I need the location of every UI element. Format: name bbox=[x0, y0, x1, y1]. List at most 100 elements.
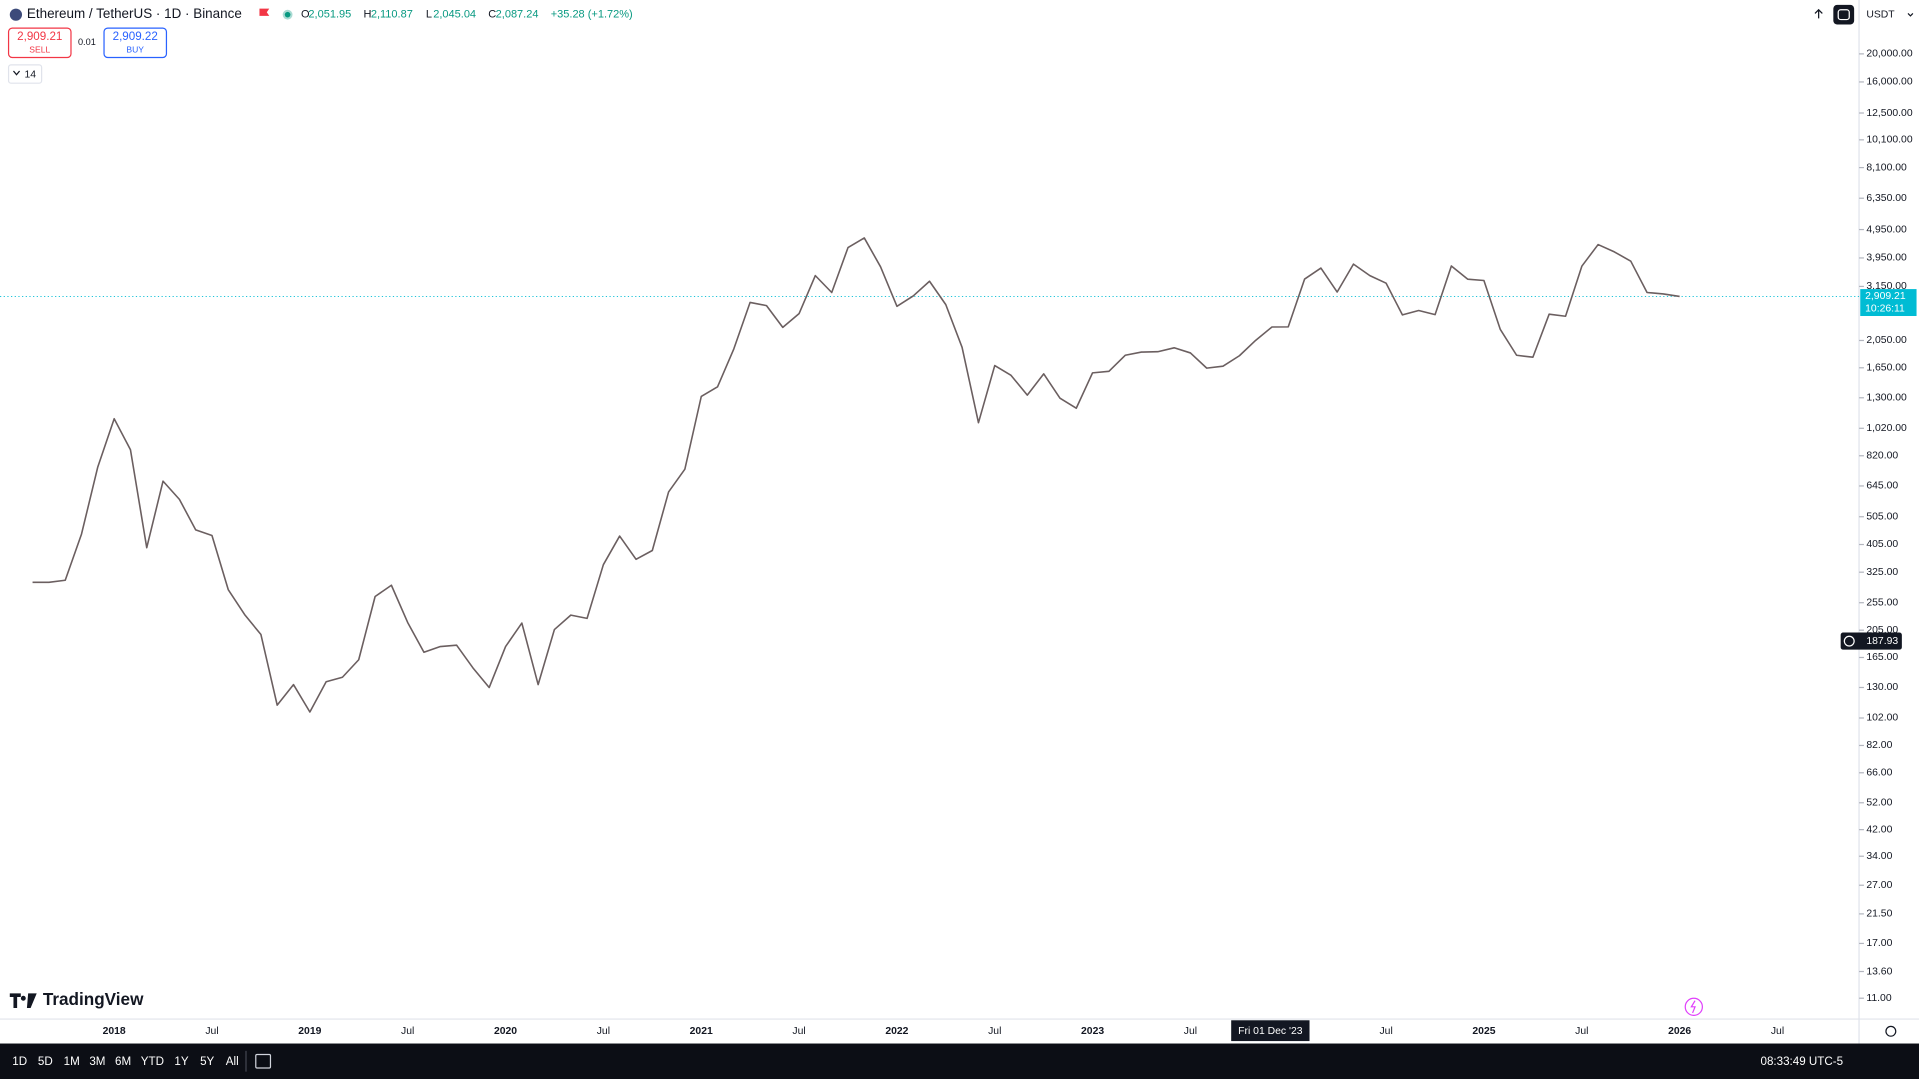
y-tick-label: 34.00 bbox=[1866, 851, 1892, 862]
y-tick-label: 165.00 bbox=[1866, 652, 1898, 663]
x-tick-label: 2021 bbox=[690, 1026, 713, 1037]
x-tick-label: 2026 bbox=[1668, 1026, 1691, 1037]
layout-button[interactable] bbox=[1833, 4, 1855, 25]
ohlc-key: O bbox=[301, 9, 310, 21]
range-button[interactable]: 1M bbox=[64, 1055, 80, 1068]
y-tick-label: 66.00 bbox=[1866, 768, 1892, 779]
y-tick-label: 1,650.00 bbox=[1866, 363, 1907, 374]
y-tick-label: 13.60 bbox=[1866, 966, 1892, 977]
y-tick-label: 505.00 bbox=[1866, 511, 1898, 522]
spark-icon bbox=[1690, 1000, 1696, 1014]
bottom-toolbar bbox=[0, 1043, 1919, 1079]
x-tick-label: Jul bbox=[792, 1026, 805, 1037]
chevron-icon bbox=[1907, 13, 1914, 17]
y-tick-label: 645.00 bbox=[1866, 481, 1898, 492]
range-button[interactable]: 5D bbox=[38, 1055, 53, 1068]
range-button[interactable]: 5Y bbox=[200, 1055, 214, 1068]
range-button[interactable]: 1Y bbox=[174, 1055, 188, 1068]
y-tick-label: 1,020.00 bbox=[1866, 423, 1907, 434]
buy-button[interactable] bbox=[103, 27, 168, 59]
y-tick-label: 27.00 bbox=[1866, 880, 1892, 891]
ohlc-value: 2,045.04 bbox=[433, 9, 476, 21]
x-tick-label: Jul bbox=[988, 1026, 1001, 1037]
y-tick-label: 4,950.00 bbox=[1866, 224, 1907, 235]
y-tick-label: 6,350.00 bbox=[1866, 193, 1907, 204]
last-price-box bbox=[1860, 289, 1917, 317]
date-range-icon[interactable] bbox=[255, 1053, 272, 1069]
y-tick-label: 2,050.00 bbox=[1866, 335, 1907, 346]
y-tick-label: 52.00 bbox=[1866, 798, 1892, 809]
y-tick-label: 820.00 bbox=[1866, 451, 1898, 462]
indicators-toggle[interactable] bbox=[7, 64, 43, 84]
x-tick-label: Jul bbox=[1184, 1026, 1197, 1037]
x-tick-label: 2023 bbox=[1081, 1026, 1104, 1037]
range-button[interactable]: YTD bbox=[141, 1055, 164, 1068]
y-tick-label: 16,000.00 bbox=[1866, 77, 1912, 88]
spread: 0.01 bbox=[78, 37, 96, 47]
chevron-icon bbox=[12, 70, 21, 76]
y-tick-label: 17.00 bbox=[1866, 938, 1892, 949]
y-tick-label: 325.00 bbox=[1866, 567, 1898, 578]
x-tick-label: 2025 bbox=[1472, 1026, 1495, 1037]
brand: TradingView bbox=[43, 989, 144, 1009]
x-tick-label: Jul bbox=[1771, 1026, 1784, 1037]
ohlc-value: 2,110.87 bbox=[371, 9, 413, 21]
range-button[interactable]: 1D bbox=[12, 1055, 27, 1068]
spark-icon[interactable] bbox=[1684, 997, 1703, 1016]
y-tick-label: 21.50 bbox=[1866, 909, 1892, 920]
y-tick-label: 255.00 bbox=[1866, 597, 1898, 608]
buy-price: 2,909.22 bbox=[113, 30, 158, 43]
ohlc-value: 2,087.24 bbox=[496, 9, 539, 21]
y-tick-label: 12,500.00 bbox=[1866, 108, 1912, 119]
flag-icon[interactable] bbox=[259, 8, 270, 16]
ohlc-value: 2,051.95 bbox=[308, 9, 351, 21]
countdown: 10:26:11 bbox=[1865, 303, 1905, 314]
status-dot bbox=[284, 11, 291, 18]
x-tick-label: Jul bbox=[401, 1026, 414, 1037]
y-tick-label: 3,150.00 bbox=[1866, 281, 1907, 292]
x-tick-label: Jul bbox=[597, 1026, 610, 1037]
range-button[interactable]: 6M bbox=[115, 1055, 131, 1068]
clock: 08:33:49 UTC-5 bbox=[1760, 1055, 1843, 1068]
y-tick-label: 11.00 bbox=[1866, 993, 1891, 1004]
last-price-label: 2,909.21 bbox=[1865, 291, 1906, 302]
crosshair-price-label: 187.93 bbox=[1866, 636, 1898, 647]
sell-button[interactable] bbox=[7, 27, 72, 59]
y-tick-label: 405.00 bbox=[1866, 539, 1898, 550]
crosshair-date: Fri 01 Dec '23 bbox=[1238, 1026, 1303, 1037]
price-line-series bbox=[32, 237, 1680, 713]
x-tick-label: 2018 bbox=[103, 1026, 126, 1037]
x-tick-label: Jul bbox=[1575, 1026, 1588, 1037]
x-tick-label: Jul bbox=[1379, 1026, 1392, 1037]
symbol-title[interactable]: Ethereum / TetherUS · 1D · Binance bbox=[27, 6, 242, 21]
settings-icon[interactable] bbox=[1885, 1025, 1897, 1037]
y-tick-label: 3,950.00 bbox=[1866, 253, 1907, 264]
ohlc-key: L bbox=[426, 9, 432, 21]
y-tick-label: 205.00 bbox=[1866, 625, 1898, 636]
change: +35.28 (+1.72%) bbox=[551, 9, 633, 21]
indicator-count: 14 bbox=[24, 69, 36, 80]
y-tick-label: 42.00 bbox=[1866, 824, 1892, 835]
add-alert-icon[interactable] bbox=[1843, 635, 1855, 647]
x-tick-label: 2019 bbox=[298, 1026, 321, 1037]
ohlc-key: C bbox=[488, 9, 496, 21]
scroll-up-icon[interactable] bbox=[1814, 8, 1823, 19]
ohlc-legend: O2,051.95 H 2,110.87 L 2,045.04 C 2,087.24 +35.… bbox=[301, 9, 633, 21]
symbol-logo bbox=[9, 8, 23, 21]
crosshair-price-box bbox=[1840, 632, 1902, 650]
crosshair-date-box bbox=[1231, 1020, 1310, 1042]
y-tick-label: 1,300.00 bbox=[1866, 393, 1907, 404]
y-tick-label: 20,000.00 bbox=[1866, 49, 1912, 60]
range-button[interactable]: 3M bbox=[89, 1055, 105, 1068]
range-button[interactable]: All bbox=[226, 1055, 239, 1068]
y-tick-label: 8,100.00 bbox=[1866, 162, 1907, 173]
y-tick-label: 10,100.00 bbox=[1866, 135, 1912, 146]
layout-icon bbox=[1837, 9, 1850, 21]
x-tick-label: 2022 bbox=[885, 1026, 908, 1037]
currency[interactable]: USDT bbox=[1866, 9, 1895, 20]
y-tick-label: 130.00 bbox=[1866, 682, 1898, 693]
